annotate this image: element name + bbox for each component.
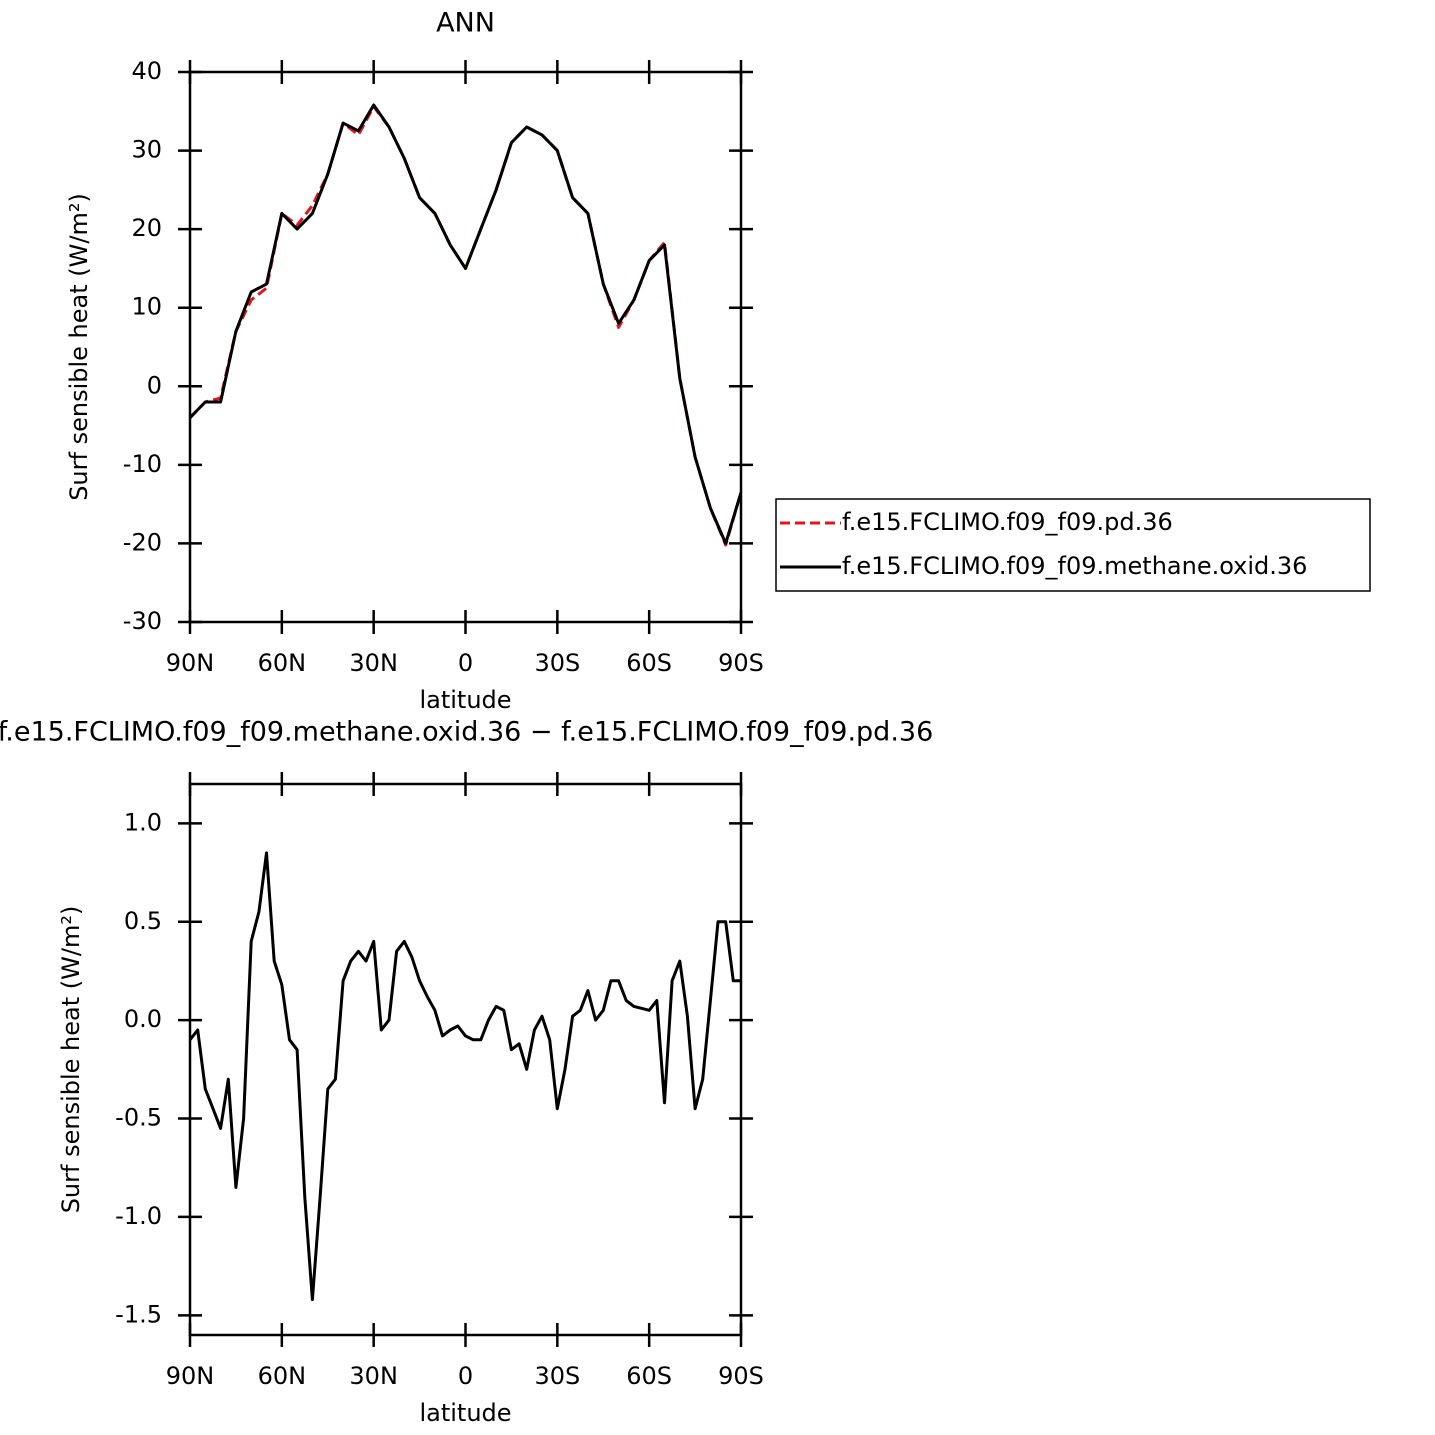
- legend-box: [775, 498, 1371, 592]
- x-tick-label: 30N: [349, 649, 398, 677]
- x-tick-label: 60N: [258, 1362, 307, 1390]
- y-tick-label: -30: [123, 607, 162, 635]
- y-tick-label: 0.5: [124, 907, 162, 935]
- y-tick-label: -10: [123, 450, 162, 478]
- x-tick-label: 90S: [718, 1362, 764, 1390]
- y-tick-label: 0.0: [124, 1005, 162, 1033]
- plot-frame: [188, 70, 743, 624]
- x-tick-label: 0: [458, 1362, 473, 1390]
- x-tick-label: 60S: [626, 649, 672, 677]
- x-tick-label: 60S: [626, 1362, 672, 1390]
- x-tick-label: 90S: [718, 649, 764, 677]
- y-tick-label: -20: [123, 528, 162, 556]
- x-tick-label: 60N: [258, 649, 307, 677]
- data-line: [190, 851, 741, 1302]
- x-axis-label: latitude: [419, 686, 511, 714]
- y-axis-label: Surf sensible heat (W/m²): [65, 193, 93, 501]
- data-line: [190, 103, 741, 545]
- y-tick-label: 30: [131, 136, 162, 164]
- x-tick-label: 30N: [349, 1362, 398, 1390]
- x-tick-label: 90N: [166, 649, 215, 677]
- x-tick-label: 30S: [534, 649, 580, 677]
- y-tick-label: 1.0: [124, 808, 162, 836]
- y-tick-label: -1.5: [115, 1300, 162, 1328]
- chart-title: ANN: [436, 8, 495, 39]
- x-tick-label: 30S: [534, 1362, 580, 1390]
- chart-title: f.e15.FCLIMO.f09_f09.methane.oxid.36 − f…: [0, 717, 933, 748]
- y-tick-label: -1.0: [115, 1202, 162, 1230]
- y-axis-label: Surf sensible heat (W/m²): [57, 906, 85, 1214]
- y-tick-label: -0.5: [115, 1104, 162, 1132]
- x-axis-label: latitude: [419, 1399, 511, 1427]
- y-tick-label: 20: [131, 214, 162, 242]
- data-line: [190, 105, 741, 547]
- plot-frame: [188, 782, 743, 1337]
- x-tick-label: 90N: [166, 1362, 215, 1390]
- legend-label: f.e15.FCLIMO.f09_f09.methane.oxid.36: [842, 552, 1307, 580]
- x-tick-label: 0: [458, 649, 473, 677]
- y-tick-label: 10: [131, 293, 162, 321]
- legend-label: f.e15.FCLIMO.f09_f09.pd.36: [842, 508, 1173, 536]
- y-tick-label: 40: [131, 57, 162, 85]
- y-tick-label: 0: [147, 371, 162, 399]
